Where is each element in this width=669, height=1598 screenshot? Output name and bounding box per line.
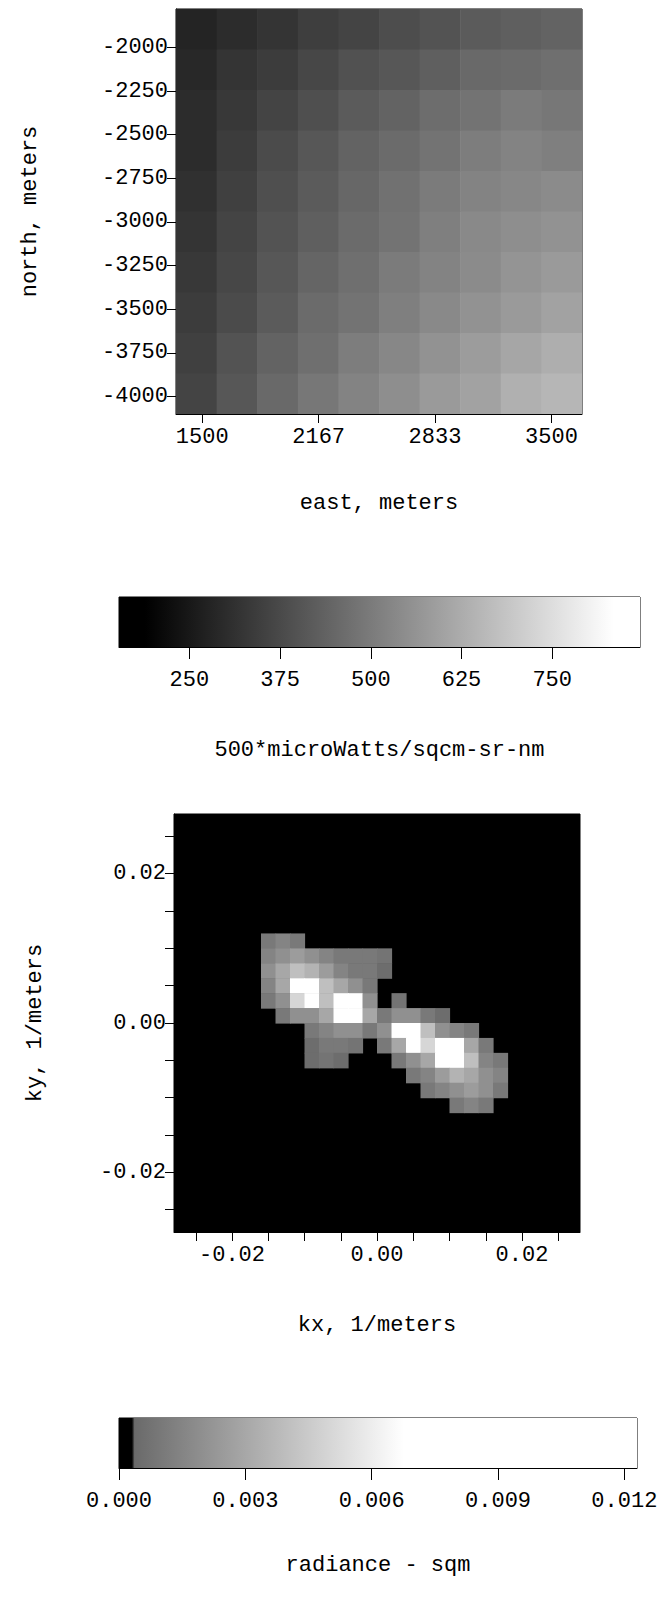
svg-text:east, meters: east, meters [300, 491, 458, 516]
svg-text:-0.02: -0.02 [100, 1160, 166, 1185]
svg-text:-0.02: -0.02 [199, 1243, 265, 1268]
svg-text:0.02: 0.02 [496, 1243, 549, 1268]
svg-text:500: 500 [351, 668, 391, 693]
svg-text:0.02: 0.02 [113, 861, 166, 886]
svg-text:-2500: -2500 [102, 122, 168, 147]
svg-text:1500: 1500 [176, 425, 229, 450]
svg-text:-3000: -3000 [102, 209, 168, 234]
svg-text:3500: 3500 [525, 425, 578, 450]
svg-text:750: 750 [532, 668, 572, 693]
svg-text:0.000: 0.000 [86, 1489, 152, 1514]
svg-text:2167: 2167 [292, 425, 345, 450]
svg-text:-4000: -4000 [102, 384, 168, 409]
svg-text:375: 375 [260, 668, 300, 693]
svg-text:north, meters: north, meters [18, 126, 43, 298]
svg-text:0.009: 0.009 [465, 1489, 531, 1514]
svg-text:-2000: -2000 [102, 35, 168, 60]
svg-text:-3500: -3500 [102, 297, 168, 322]
svg-text:radiance - sqm: radiance - sqm [286, 1553, 471, 1578]
svg-text:2833: 2833 [409, 425, 462, 450]
svg-text:-2750: -2750 [102, 166, 168, 191]
svg-text:-3750: -3750 [102, 340, 168, 365]
svg-text:625: 625 [442, 668, 482, 693]
svg-text:-3250: -3250 [102, 253, 168, 278]
svg-text:-2250: -2250 [102, 79, 168, 104]
svg-text:0.006: 0.006 [339, 1489, 405, 1514]
svg-text:0.00: 0.00 [113, 1011, 166, 1036]
svg-text:0.012: 0.012 [591, 1489, 657, 1514]
svg-text:500*microWatts/sqcm-sr-nm: 500*microWatts/sqcm-sr-nm [214, 738, 544, 763]
svg-text:0.003: 0.003 [212, 1489, 278, 1514]
svg-text:ky, 1/meters: ky, 1/meters [23, 944, 48, 1102]
svg-text:250: 250 [170, 668, 210, 693]
svg-text:0.00: 0.00 [351, 1243, 404, 1268]
svg-text:kx, 1/meters: kx, 1/meters [298, 1313, 456, 1338]
